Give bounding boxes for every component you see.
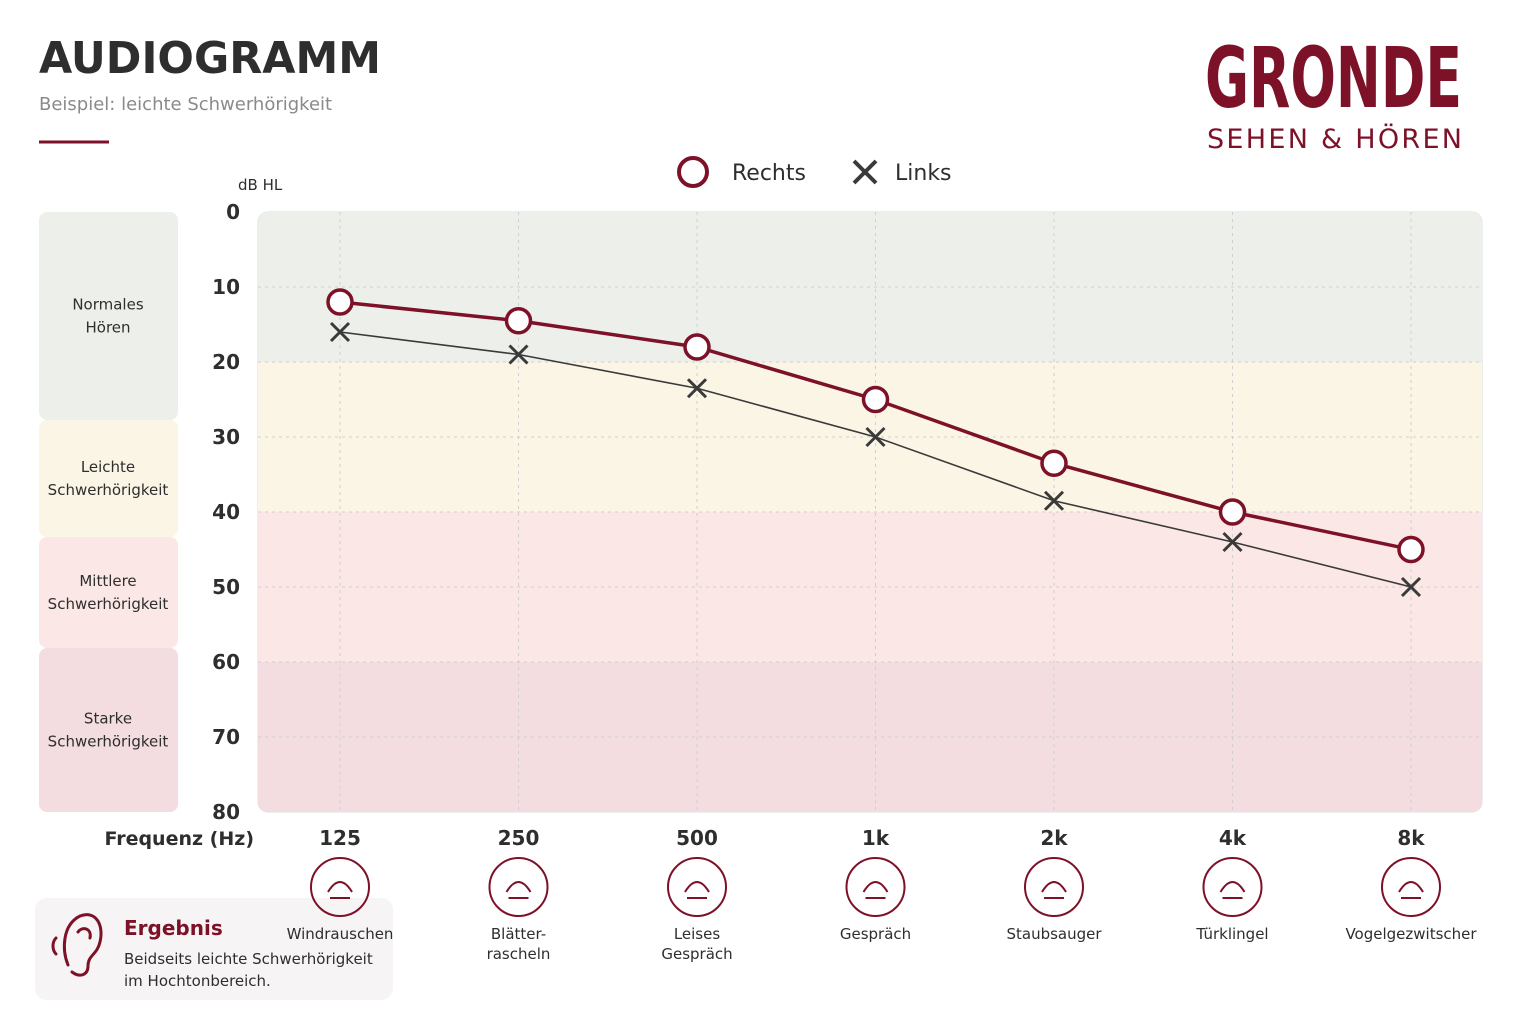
band-legend-box	[39, 537, 178, 648]
data-point	[504, 307, 533, 335]
data-point	[508, 344, 529, 365]
sound-icon	[1381, 857, 1441, 917]
legend-marker	[852, 159, 878, 185]
icon-glyph	[1041, 881, 1067, 899]
result-text: im Hochtonbereich.	[124, 972, 271, 990]
band-label: Schwerhörigkeit	[48, 595, 169, 613]
icon-circle	[310, 857, 370, 917]
x-tick-label: 8k	[1397, 826, 1425, 850]
band-label: Mittlere	[79, 572, 136, 590]
y-tick-label: 40	[212, 500, 240, 524]
icon-circle	[1202, 857, 1263, 917]
result-box	[35, 898, 393, 1000]
sound-label: Türklingel	[1195, 925, 1268, 943]
data-point	[683, 333, 711, 361]
sound-label: Gespräch	[840, 925, 911, 943]
x-tick-label: 2k	[1040, 826, 1068, 850]
y-tick-label: 10	[212, 275, 240, 299]
sound-icon	[488, 857, 549, 917]
y-tick-label: 20	[212, 350, 240, 374]
data-point	[326, 288, 354, 316]
icon-glyph	[684, 881, 710, 899]
band-label: Starke	[84, 710, 132, 728]
sound-label: Blätter-	[491, 925, 546, 943]
band-legend-box	[39, 420, 178, 537]
data-point	[865, 426, 886, 448]
y-tick-label: 30	[212, 425, 240, 449]
sound-icon	[310, 857, 370, 917]
x-tick-label: 125	[319, 826, 361, 850]
sound-label: Windrauschen	[287, 925, 394, 943]
x-tick-label: 1k	[862, 826, 890, 850]
x-tick-label: 250	[498, 826, 540, 850]
icon-circle	[1024, 857, 1084, 917]
sound-label: Leises	[674, 925, 721, 943]
sound-label: Staubsauger	[1006, 925, 1102, 943]
data-point	[1043, 490, 1065, 511]
data-point	[861, 385, 890, 414]
sound-icon	[1024, 857, 1084, 917]
x-tick-label: 4k	[1219, 826, 1247, 850]
data-point	[1222, 531, 1243, 553]
data-point	[686, 378, 708, 399]
icon-glyph	[862, 881, 889, 899]
band-label: Hören	[85, 319, 130, 337]
x-axis-label: Frequenz (Hz)	[104, 828, 254, 850]
band-label: Schwerhörigkeit	[48, 733, 169, 751]
brand: GRONDE	[1205, 29, 1462, 127]
data-point	[1400, 576, 1422, 598]
y-axis-label: dB HL	[238, 176, 283, 194]
icon-glyph	[1219, 881, 1246, 899]
icon-glyph	[327, 881, 353, 899]
sound-label: Vogelgezwitscher	[1345, 925, 1477, 943]
result-text: Beidseits leichte Schwerhörigkeit	[124, 950, 373, 968]
sound-label: Gespräch	[661, 945, 732, 963]
icon-circle	[488, 857, 549, 917]
sound-icon	[1202, 857, 1263, 917]
y-tick-label: 0	[226, 200, 240, 224]
sound-icon	[845, 857, 906, 917]
title: AUDIOGRAMM	[39, 33, 381, 84]
legend-label: Rechts	[732, 161, 806, 186]
x-tick-label: 500	[676, 826, 718, 850]
band-label: Leichte	[81, 458, 135, 476]
ear-icon	[51, 913, 103, 977]
icon-glyph	[1398, 881, 1424, 899]
data-point	[1218, 498, 1247, 526]
band-label: Schwerhörigkeit	[48, 481, 169, 499]
icon-glyph	[505, 881, 532, 899]
data-point	[1040, 449, 1068, 477]
data-point	[1397, 535, 1425, 564]
legend-label: Links	[895, 161, 952, 186]
y-tick-label: 80	[212, 800, 240, 824]
band-legend-box	[39, 648, 178, 812]
y-tick-label: 60	[212, 650, 240, 674]
icon-circle	[1381, 857, 1441, 917]
legend-marker	[677, 156, 709, 188]
icon-circle	[667, 857, 727, 917]
sound-icon	[667, 857, 727, 917]
y-tick-label: 70	[212, 725, 240, 749]
subtitle: Beispiel: leichte Schwerhörigkeit	[39, 94, 332, 115]
y-tick-label: 50	[212, 575, 240, 599]
band-label: Normales	[72, 296, 144, 314]
icon-circle	[845, 857, 906, 917]
sound-label: rascheln	[487, 945, 551, 963]
data-point	[329, 321, 351, 343]
result-title: Ergebnis	[124, 916, 223, 940]
brand-tagline: SEHEN & HÖREN	[1207, 123, 1462, 155]
band-legend-box	[39, 212, 178, 420]
